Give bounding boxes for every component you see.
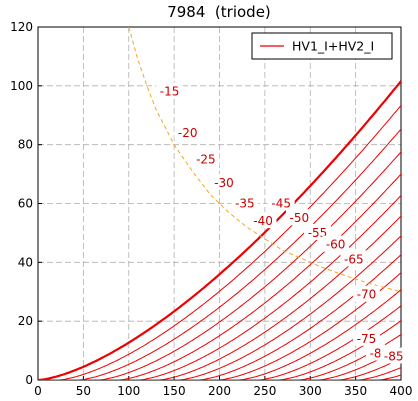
curve-label: -60 [326,238,346,252]
plate-curve [38,105,401,380]
curve-label-bg [353,329,380,346]
dissipation-curve [128,27,401,293]
curve-label: -70 [357,288,377,302]
curve-label-bg [174,123,202,140]
curve-label: -75 [357,332,377,346]
chart-title: 7984 (triode) [167,3,271,21]
plate-curve [38,128,401,380]
y-tick-label: 60 [18,197,33,211]
curve-label: -8 [370,347,382,361]
curve-labels: -15-20-25-30-35-40-45-50-55-60-65-70-75-… [156,82,408,364]
plate-curve [38,173,401,380]
legend: HV1_I+HV2_I [251,32,393,60]
curve-label: -85 [384,349,404,363]
x-tick-label: 300 [299,384,322,398]
grid [38,27,401,380]
x-tick-label: 350 [344,384,367,398]
curve-label-bg [285,209,313,226]
plate-curves [38,27,401,380]
x-tick-label: 200 [208,384,231,398]
curve-label-bg [380,347,408,364]
y-tick-label: 80 [18,138,33,152]
y-tick-label: 0 [25,373,33,387]
x-tick-label: 150 [163,384,186,398]
y-tick-label: 40 [18,255,33,269]
plate-curve [38,254,401,380]
curve-label-bg [192,150,220,167]
plate-curve [38,215,401,380]
curve-label-bg [267,194,295,211]
x-tick-label: 400 [390,384,413,398]
y-tick-label: 120 [10,20,33,34]
x-tick-label: 0 [34,384,42,398]
curve-label-bg [340,250,368,267]
curve-label: -30 [214,176,234,190]
curve-label: -20 [178,126,198,140]
x-tick-label: 50 [76,384,91,398]
curve-label: -65 [344,252,364,266]
curve-label-bg [231,194,259,211]
curve-label-bg [322,235,350,252]
curve-label: -15 [160,85,180,99]
plate-curve [38,305,401,380]
curve-label: -50 [290,211,310,225]
y-tick-label: 100 [10,79,33,93]
curve-label: -45 [271,197,291,211]
plate-curve [38,235,401,380]
curve-label: -40 [253,214,273,228]
plate-curve [38,334,401,380]
curve-label: -25 [196,152,216,166]
plate-curve [38,289,401,380]
x-tick-label: 250 [253,384,276,398]
curve-label-bg [210,173,238,190]
plate-curve [38,320,401,380]
plate-curve [38,346,401,380]
curve-label-bg [249,212,277,229]
y-tick-label: 20 [18,314,33,328]
plate-curve [38,80,401,380]
legend-entry: HV1_I+HV2_I [292,39,374,54]
curve-label: -35 [235,197,255,211]
curve-label-bg [156,82,183,99]
x-tick-label: 100 [117,384,140,398]
curve-label-bg [353,285,380,302]
